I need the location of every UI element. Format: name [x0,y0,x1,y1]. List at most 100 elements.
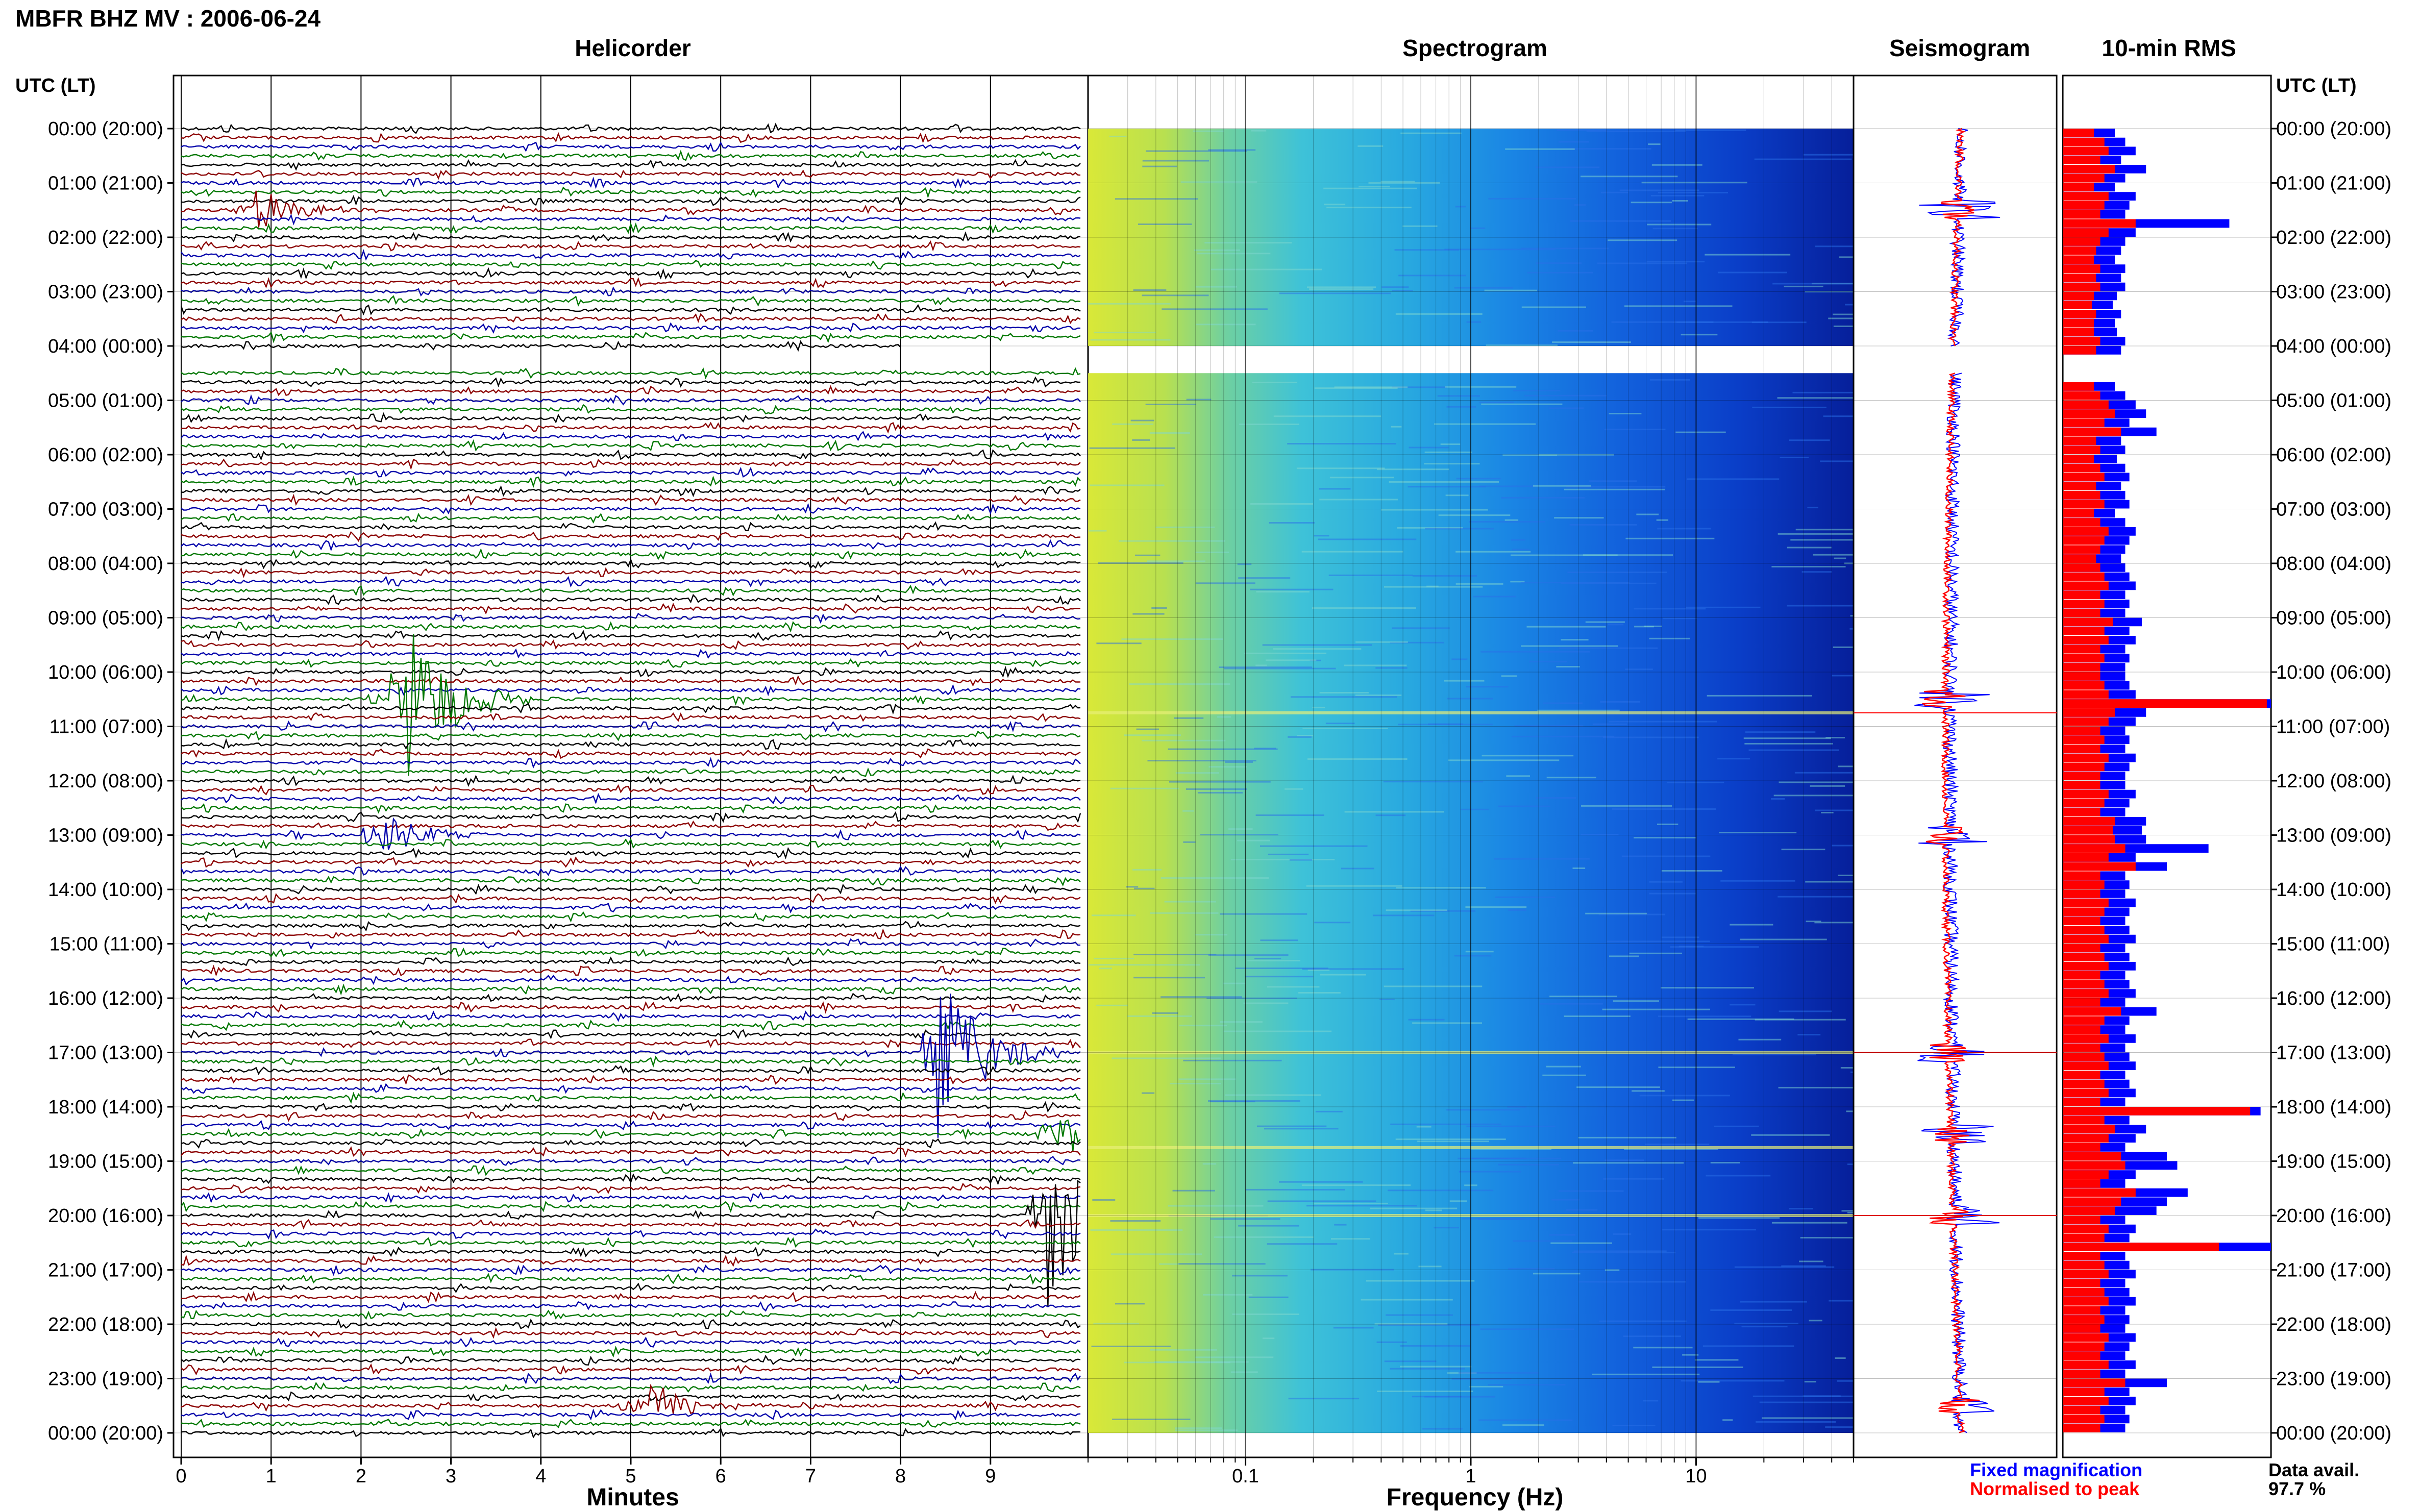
spectrogram-texture [1561,639,1589,641]
time-label-left: 21:00 (17:00) [48,1260,163,1281]
spectrogram-texture [1741,1326,1788,1328]
spectrogram-texture [1479,402,1515,404]
minute-tick-label: 5 [625,1466,636,1487]
spectrogram-texture [1412,1396,1462,1398]
spectrogram-texture [1804,154,1854,156]
spectrogram-texture [1539,454,1614,456]
spectrogram-texture [1124,734,1181,736]
spectrogram-texture [1583,554,1673,556]
time-label-right: 06:00 (02:00) [2276,444,2391,466]
spectrogram-texture [1722,1419,1733,1421]
time-label-right: 07:00 (03:00) [2276,499,2391,520]
rms-bar-normalised [2063,745,2101,753]
spectrogram-texture [1478,1419,1573,1421]
spectrogram-texture [1650,194,1705,196]
spectrogram-texture [1395,1138,1506,1141]
spectrogram-texture [1806,921,1821,923]
spectrogram-texture [1309,288,1374,290]
spectrogram-texture [1195,286,1238,288]
spectrogram-texture [1807,507,1818,509]
helicorder-trace [181,1156,1081,1166]
spectrogram-texture [1386,909,1447,911]
helicorder-trace [180,865,1081,877]
rms-bar-normalised [2063,1270,2109,1279]
rms-bar-normalised [2063,382,2094,391]
rms-bar-normalised [2063,545,2101,554]
spectrogram-texture [1296,467,1385,469]
rms-bar-normalised [2063,708,2115,717]
rms-bar-normalised [2063,536,2105,545]
rms-bar-normalised [2063,165,2115,173]
spectrogram-texture [1790,539,1854,541]
spectrogram-texture [1112,423,1154,425]
spectrogram-texture [1633,1347,1693,1349]
helicorder-trace [181,947,1081,958]
spectrogram-texture [1446,1109,1520,1111]
spectrogram-texture [1273,415,1381,417]
spectrogram-texture [1850,1071,1854,1073]
rms-panel [2062,75,2272,1458]
spectrogram-texture [1629,952,1683,954]
spectrogram-texture [1306,885,1402,887]
spectrogram-texture [1533,1273,1581,1275]
rms-bar-normalised [2063,1170,2109,1179]
spectrogram-texture [1254,957,1281,959]
spectrogram-texture [1250,588,1334,590]
time-label-left: 02:00 (22:00) [48,227,163,249]
spectrogram-texture [1334,1224,1347,1226]
time-label-left: 13:00 (09:00) [48,825,163,847]
helicorder-x-label: Minutes [586,1484,679,1511]
spectrogram-texture [1109,135,1127,137]
spectrogram-texture [1225,1094,1321,1096]
spectrogram-texture [1683,301,1696,303]
spectrogram-texture [1455,206,1466,208]
spectrogram-texture [1168,748,1278,750]
spectrogram-texture [1762,1417,1854,1419]
spectrogram-texture [1526,626,1606,628]
spectrogram-texture [1825,737,1845,739]
spectrogram-texture [1088,303,1171,305]
rms-bar-normalised [2063,1279,2101,1287]
spectrogram-texture [1772,283,1854,285]
spectrogram-texture [1444,680,1485,682]
frequency-tick-label: 1 [1465,1466,1476,1487]
helicorder-trace [181,994,1081,1138]
spectrogram-texture [1717,271,1787,274]
spectrogram-texture [1609,955,1639,957]
spectrogram-texture [1625,668,1653,671]
helicorder-trace [181,159,1081,171]
spectrogram-texture [1597,262,1687,264]
helicorder-trace [181,190,1081,228]
rms-bar-normalised [2063,889,2101,898]
spectrogram-texture [1417,1141,1489,1143]
spectrogram-texture [1090,339,1171,341]
spectrogram-texture [1625,537,1715,539]
helicorder-trace [181,404,1081,415]
spectrogram-texture [1267,1243,1338,1245]
time-label-right: 08:00 (04:00) [2276,553,2391,575]
spectrogram-texture [1834,557,1846,559]
rms-title: 10-min RMS [2102,35,2236,61]
spectrogram-texture [1248,1296,1289,1298]
rms-bar-normalised [2063,1333,2109,1342]
spectrogram-texture [1662,1229,1757,1231]
spectrogram-texture [1611,321,1714,323]
spectrogram-texture [1301,551,1403,553]
spectrogram-texture [1687,1018,1794,1020]
spectrogram-texture [1511,539,1525,541]
spectrogram-texture [1091,1345,1171,1347]
rms-bar-normalised [2063,1387,2105,1396]
spectrogram-texture [1644,625,1662,627]
spectrogram-texture [1174,717,1204,719]
spectrogram-texture [1631,202,1672,204]
spectrogram-texture [1217,716,1231,718]
helicorder-trace [181,634,1081,776]
helicorder-title: Helicorder [575,35,691,61]
rms-bar-normalised [2063,173,2105,183]
rms-bar-normalised [2063,1206,2115,1215]
spectrogram-texture [1267,986,1320,988]
helicorder-trace [181,493,1081,506]
spectrogram-texture [1424,451,1472,453]
spectrogram-texture [1675,129,1746,131]
spectrogram-texture [1197,253,1271,255]
